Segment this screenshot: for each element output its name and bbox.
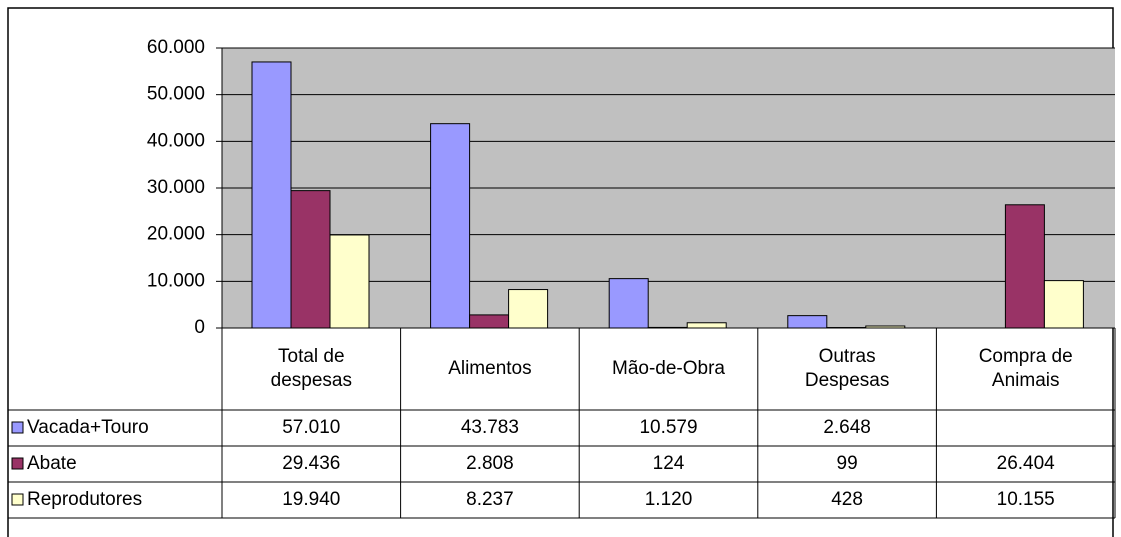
bar xyxy=(290,190,331,329)
legend-label: Reprodutores xyxy=(27,489,142,510)
y-tick-label: 20.000 xyxy=(147,224,205,245)
bar xyxy=(686,322,727,329)
table-value: 428 xyxy=(831,489,863,510)
category-label: Alimentos xyxy=(448,358,531,379)
bar xyxy=(469,314,510,329)
bar xyxy=(329,234,370,329)
category-label: Mão-de-Obra xyxy=(612,358,725,379)
category-label: Total de despesas xyxy=(271,346,352,391)
category-label: Outras Despesas xyxy=(805,346,890,391)
bar xyxy=(508,289,549,329)
table-value: 10.579 xyxy=(639,417,697,438)
table-value: 99 xyxy=(837,453,858,474)
y-tick-label: 10.000 xyxy=(147,270,205,291)
legend-swatch xyxy=(11,457,24,470)
bar xyxy=(787,315,828,329)
table-value: 1.120 xyxy=(645,489,693,510)
bar xyxy=(647,326,688,329)
table-value: 10.155 xyxy=(997,489,1055,510)
legend-label: Vacada+Touro xyxy=(27,417,149,438)
y-tick-label: 30.000 xyxy=(147,177,205,198)
bar xyxy=(430,123,471,329)
y-tick-label: 60.000 xyxy=(147,37,205,58)
bar xyxy=(1043,280,1084,329)
table-value: 2.808 xyxy=(466,453,514,474)
y-tick-label: 40.000 xyxy=(147,130,205,151)
legend-swatch xyxy=(11,493,24,506)
legend-swatch xyxy=(11,421,24,434)
bar xyxy=(608,278,649,329)
table-value: 29.436 xyxy=(282,453,340,474)
bar xyxy=(1004,204,1045,329)
table-value: 2.648 xyxy=(823,417,871,438)
table-value: 124 xyxy=(653,453,685,474)
table-value: 8.237 xyxy=(466,489,514,510)
bar xyxy=(865,325,906,329)
y-tick-label: 0 xyxy=(194,317,205,338)
table-value: 26.404 xyxy=(997,453,1056,474)
y-tick-label: 50.000 xyxy=(147,84,205,105)
category-label: Compra de Animais xyxy=(979,346,1073,391)
table-value: 19.940 xyxy=(282,489,340,510)
bar xyxy=(251,61,292,329)
table-value: 57.010 xyxy=(282,417,340,438)
legend-label: Abate xyxy=(27,453,77,474)
table-value: 43.783 xyxy=(461,417,519,438)
